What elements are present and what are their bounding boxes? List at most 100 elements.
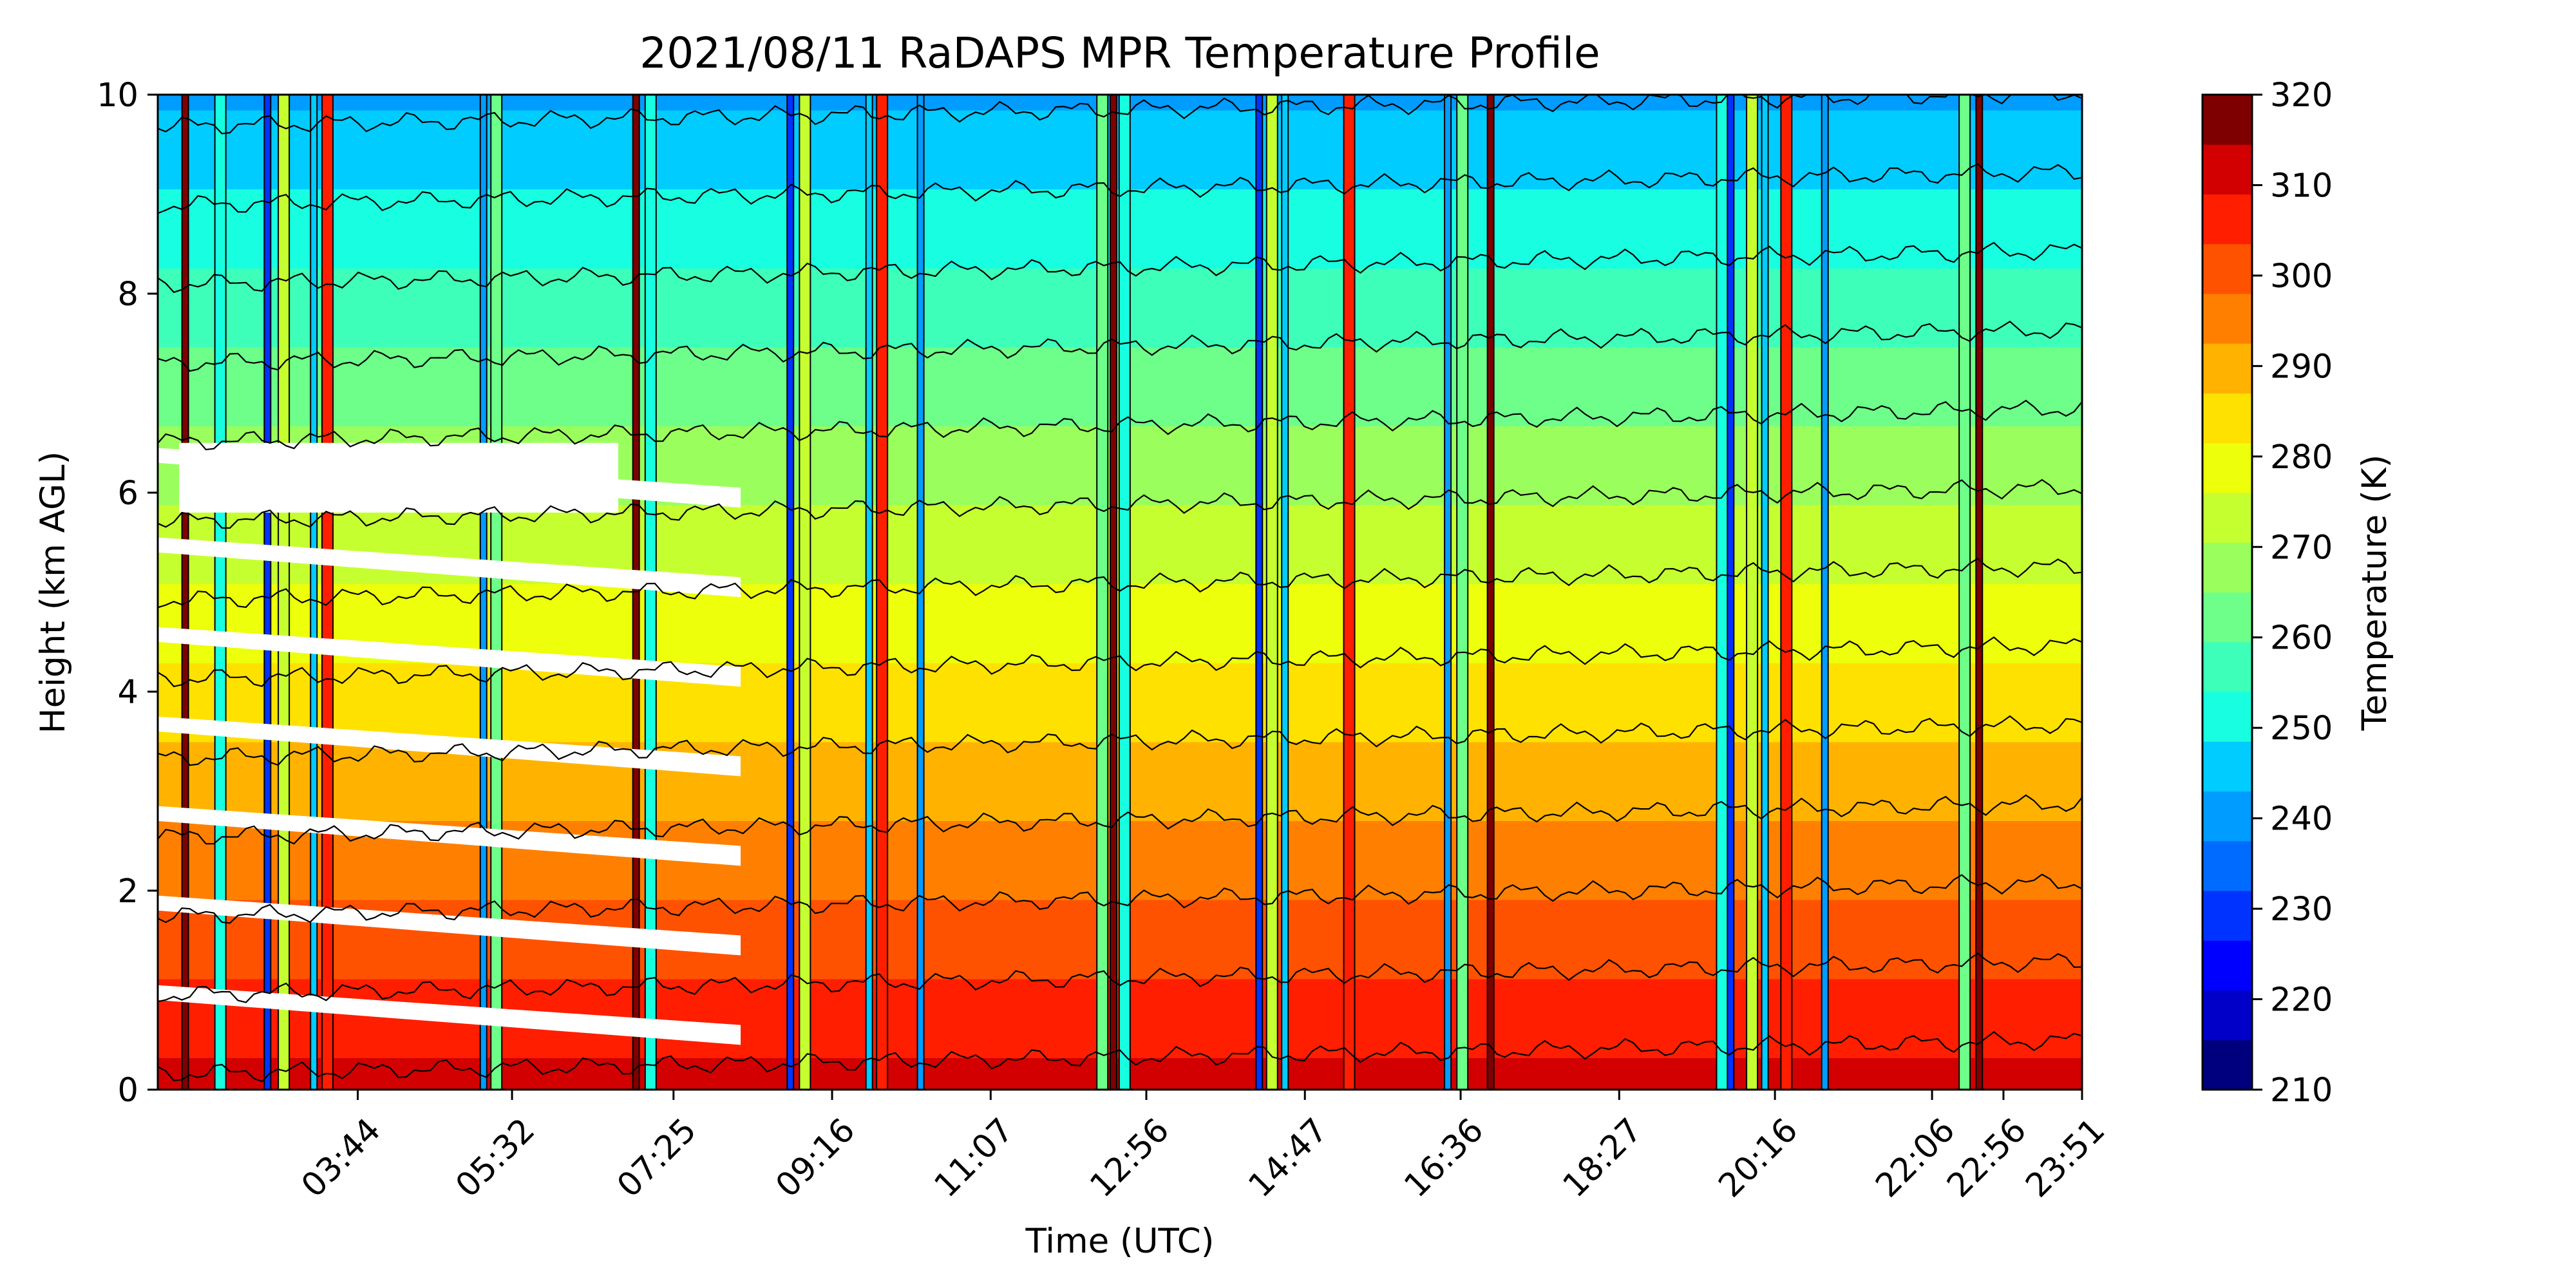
anomaly-spike [263, 95, 272, 1090]
colorbar-tick-label: 320 [2270, 77, 2333, 115]
colorbar-tick-label: 260 [2270, 620, 2333, 658]
isotherm-contour [158, 952, 2082, 1003]
anomaly-spike [1958, 95, 1971, 1090]
x-tick-label: 18:27 [1556, 1111, 1650, 1205]
colorbar-segment [2202, 393, 2252, 444]
colorbar-segment [2202, 741, 2252, 791]
anomaly-spike [1265, 95, 1278, 1090]
anomaly-spike [1975, 95, 1984, 1090]
x-axis-label: Time (UTC) [1025, 1222, 1215, 1261]
y-tick-label: 4 [118, 674, 138, 712]
anomaly-spike [865, 95, 873, 1090]
x-tick-label: 07:25 [610, 1111, 704, 1205]
anomaly-spike [321, 95, 334, 1090]
x-tick-label: 22:06 [1869, 1111, 1963, 1205]
colorbar-segment [2202, 840, 2252, 891]
anomaly-spike [1716, 95, 1728, 1090]
x-tick-label: 22:56 [1940, 1111, 2034, 1205]
x-tick-label: 09:16 [769, 1111, 863, 1205]
x-tick-label: 20:16 [1712, 1111, 1806, 1205]
colorbar-segment [2202, 990, 2252, 1041]
x-tick-label: 23:51 [2019, 1111, 2113, 1205]
colorbar-segment [2202, 243, 2252, 294]
colorbar-tick-label: 240 [2270, 800, 2333, 838]
y-axis: 0 2 4 6 8 10 [97, 77, 158, 1110]
plot-area [158, 95, 2082, 1090]
colorbar-segment [2202, 542, 2252, 592]
anomaly-spike [786, 95, 795, 1090]
y-tick-label: 10 [97, 77, 138, 115]
anomaly-spike [1444, 95, 1452, 1090]
isotherm-contour [158, 1031, 2082, 1083]
isotherm-contour [158, 478, 2082, 529]
x-tick-label: 16:36 [1397, 1111, 1492, 1205]
isotherm-contour [158, 715, 2082, 766]
isotherm-contour [158, 95, 2082, 135]
anomaly-spike [1780, 95, 1793, 1090]
anomaly-spike [1821, 95, 1829, 1090]
anomaly-spike [1110, 95, 1118, 1090]
colorbar-tick-label: 210 [2270, 1072, 2333, 1110]
anomaly-spike [1727, 95, 1735, 1090]
colorbar-tick-label: 310 [2270, 167, 2333, 205]
colorbar-frame [2201, 93, 2253, 1091]
colorbar-segment [2202, 95, 2252, 145]
y-tick-label: 0 [118, 1072, 138, 1110]
colorbar-segment [2202, 1039, 2252, 1090]
colorbar-segment [2202, 940, 2252, 990]
isotherm-contour [158, 320, 2082, 372]
colorbar-label: Temperature (K) [2355, 455, 2394, 732]
anomaly-spike [799, 95, 811, 1090]
isotherm-contour-layer [158, 95, 2082, 1083]
isotherm-contour [158, 794, 2082, 845]
x-tick-label: 11:07 [927, 1111, 1021, 1205]
missing-data-gap [158, 895, 741, 956]
chart-title: 2021/08/11 RaDAPS MPR Temperature Profil… [639, 28, 1600, 78]
anomaly-spike [181, 95, 189, 1090]
anomaly-spike [278, 95, 290, 1090]
colorbar-tick-label: 230 [2270, 891, 2333, 929]
colorbar-tick-label: 270 [2270, 529, 2333, 567]
y-tick-label: 6 [118, 475, 138, 513]
colorbar-tick-label: 290 [2270, 348, 2333, 386]
plot-frame [156, 93, 2083, 1091]
anomaly-spike [1281, 95, 1289, 1090]
isotherm-contour [158, 163, 2082, 214]
missing-data-gap [158, 806, 741, 866]
colorbar-tick-label: 220 [2270, 981, 2333, 1019]
missing-data-gap [158, 985, 741, 1045]
colorbar-segment [2202, 144, 2252, 194]
x-tick-label: 12:56 [1083, 1111, 1177, 1205]
x-axis: 03:44 05:32 07:25 09:16 11:07 12:56 14:47 16:36… [294, 1090, 2112, 1205]
anomaly-spike [1118, 95, 1131, 1090]
colorbar-segment [2202, 343, 2252, 393]
colorbar-segment [2202, 592, 2252, 643]
colorbar-tick-label: 300 [2270, 258, 2333, 296]
anomaly-spike [1255, 95, 1264, 1090]
colorbar-tick-label: 280 [2270, 439, 2333, 477]
colorbar-segment [2202, 294, 2252, 344]
colorbar-segment [2202, 194, 2252, 245]
isotherm-contour [158, 558, 2082, 609]
colorbar-segment [2202, 493, 2252, 543]
missing-data-gap [158, 537, 741, 598]
x-tick-label: 05:32 [449, 1111, 543, 1205]
anomaly-spike [310, 95, 318, 1090]
colorbar-segment [2202, 641, 2252, 692]
colorbar: 210 220 230 240 250 260 270 280 290 300 310 320 [2201, 77, 2333, 1110]
x-tick-label: 14:47 [1242, 1111, 1336, 1205]
colorbar-segment [2202, 442, 2252, 493]
isotherm-contour [158, 636, 2082, 688]
isotherm-contour [158, 873, 2082, 924]
y-tick-label: 8 [118, 276, 138, 314]
isotherm-contour [158, 242, 2082, 294]
y-tick-label: 2 [118, 873, 138, 911]
isotherm-contour [158, 399, 2082, 451]
anomaly-spike [1096, 95, 1109, 1090]
missing-data-layer [158, 442, 741, 1045]
anomaly-spike [214, 95, 227, 1090]
anomaly-spike [876, 95, 889, 1090]
anomaly-spike [1746, 95, 1759, 1090]
missing-data-gap [158, 716, 741, 777]
